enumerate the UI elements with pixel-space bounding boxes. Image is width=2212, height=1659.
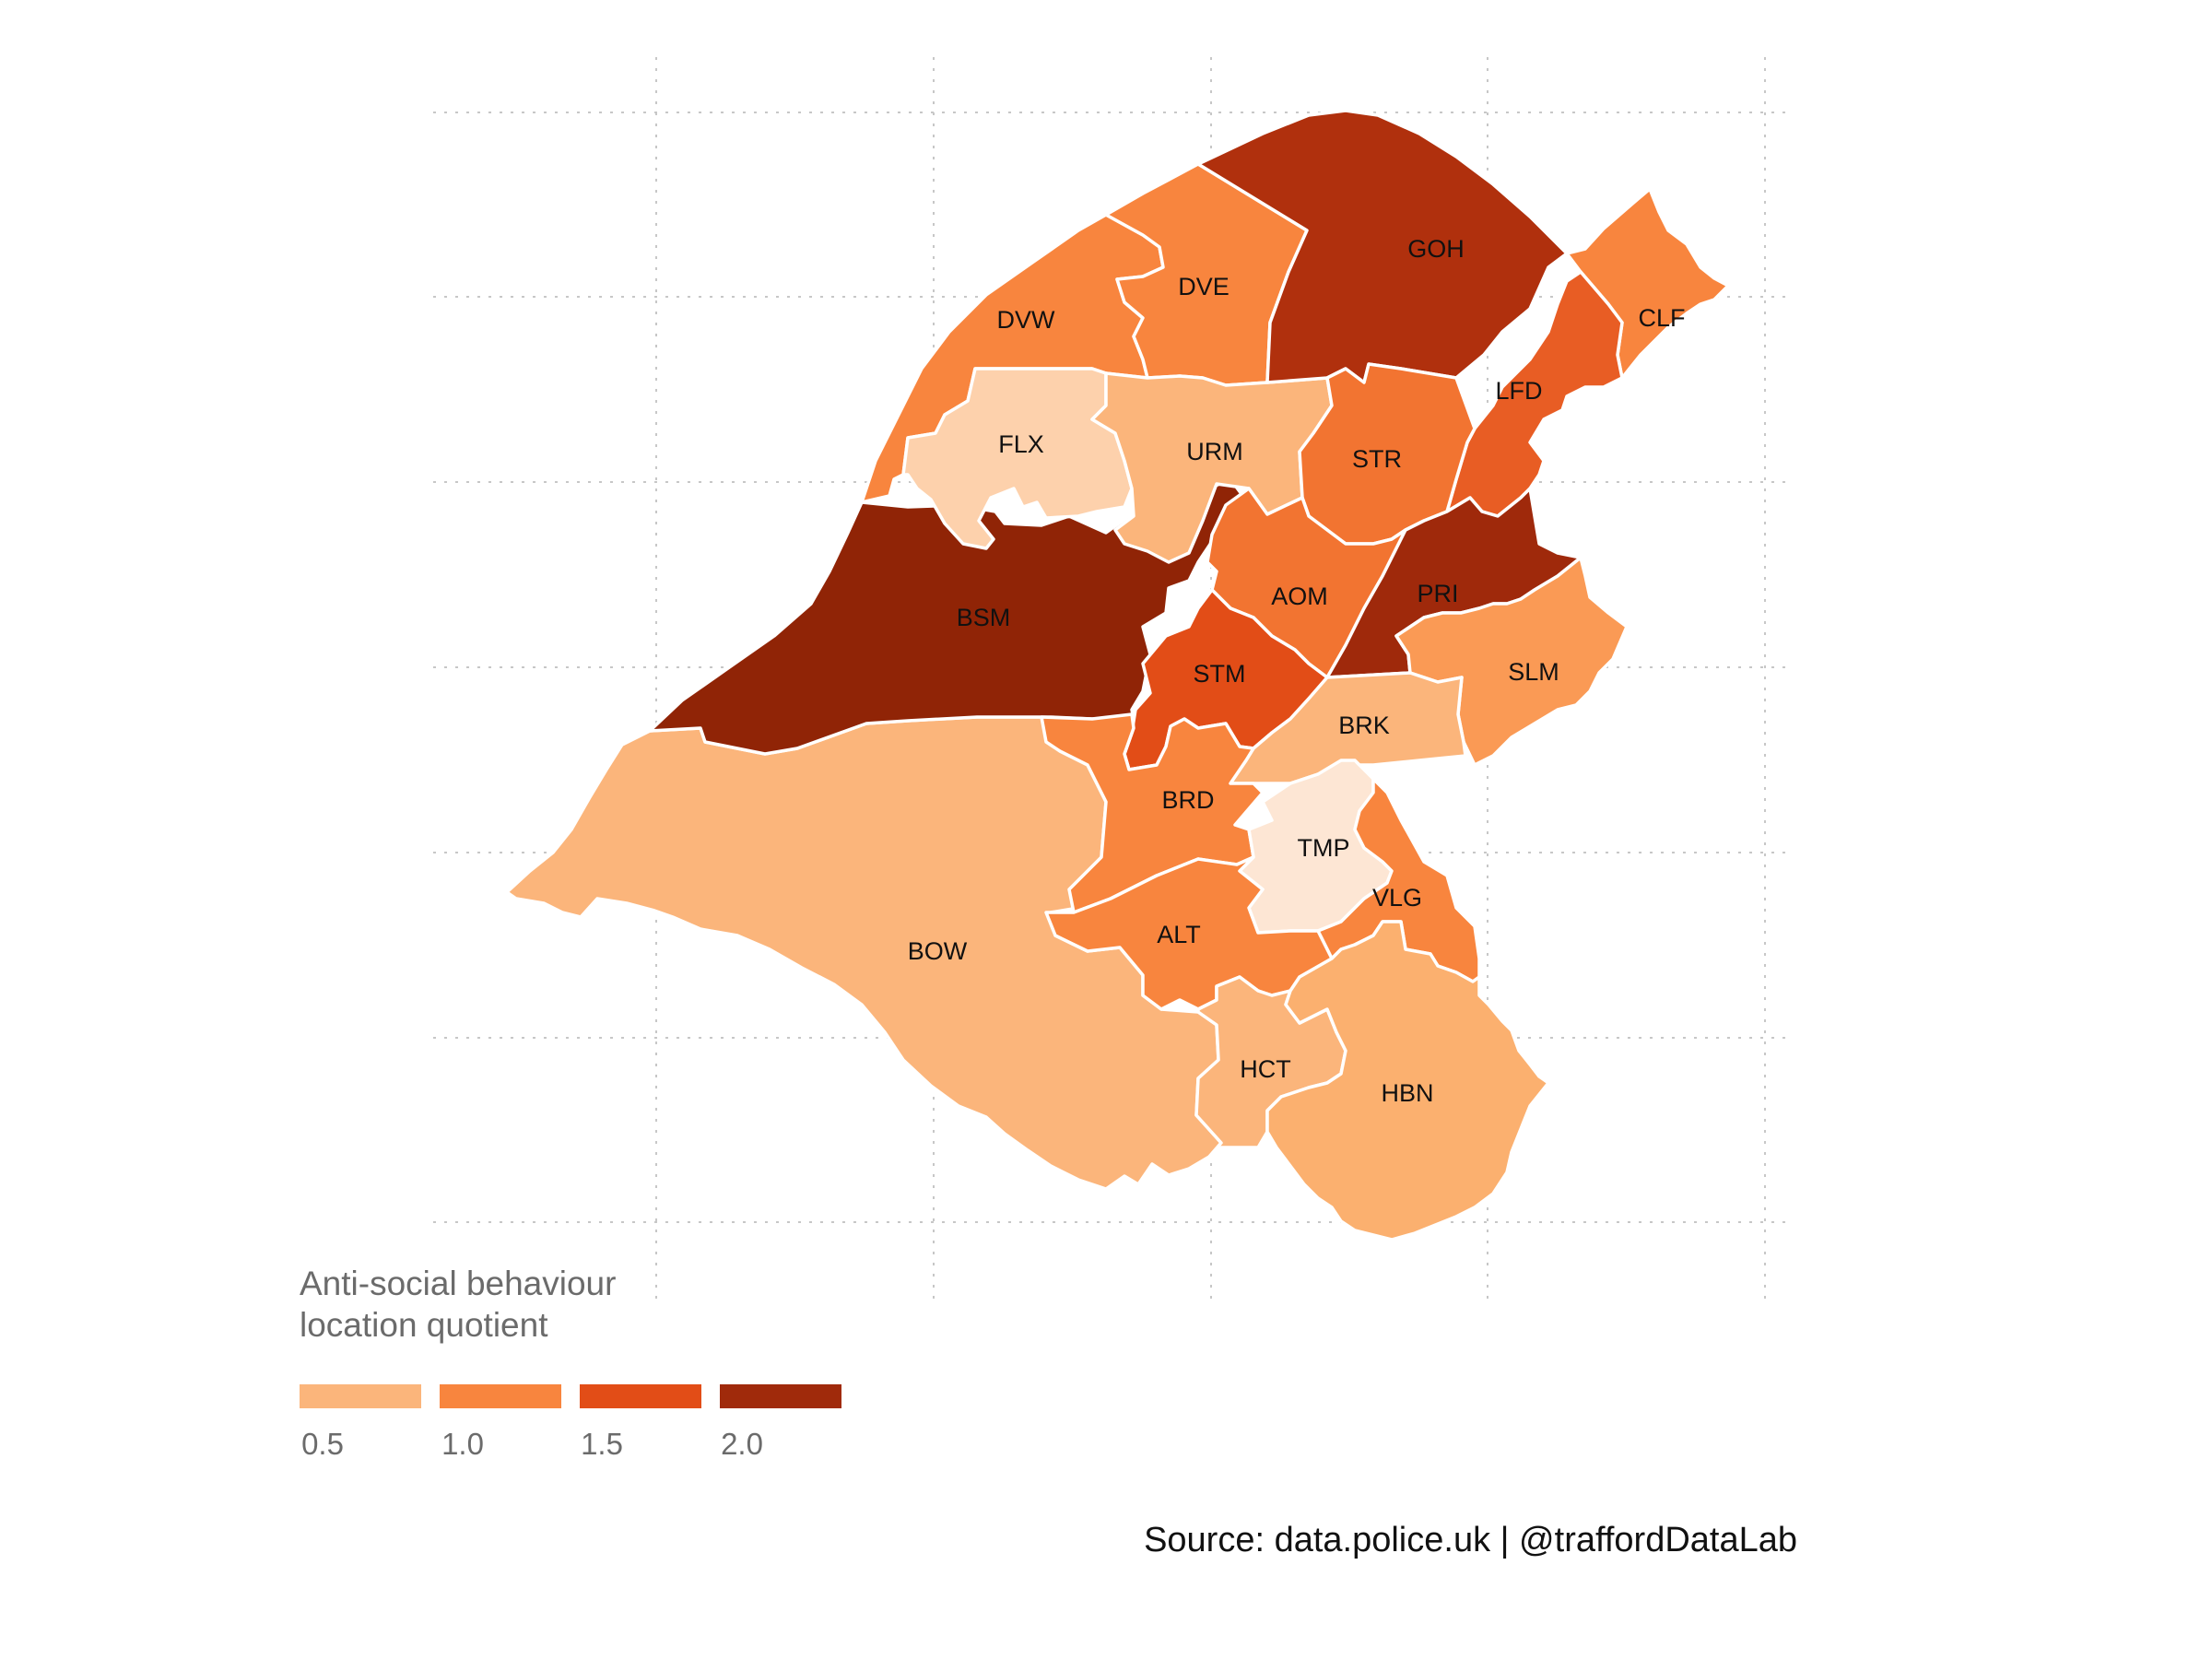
ward-label-stm: STM (1194, 660, 1246, 688)
source-caption: Source: data.police.uk | @traffordDataLa… (1144, 1521, 1797, 1559)
ward-label-flx: FLX (998, 430, 1044, 458)
legend-key-2 (440, 1384, 561, 1408)
ward-label-pri: PRI (1417, 580, 1458, 607)
ward-label-brk: BRK (1338, 712, 1390, 739)
legend-tick-3: 1.5 (581, 1427, 623, 1461)
legend-tick-1: 0.5 (301, 1427, 344, 1461)
ward-label-lfd: LFD (1495, 377, 1542, 405)
ward-label-hbn: HBN (1381, 1079, 1433, 1107)
ward-label-dvw: DVW (997, 306, 1056, 334)
ward-label-bsm: BSM (957, 604, 1011, 631)
legend-key-1 (300, 1384, 421, 1408)
ward-slm[interactable] (1394, 556, 1629, 767)
ward-label-goh: GOH (1407, 235, 1465, 263)
ward-brd[interactable] (1040, 712, 1265, 914)
ward-hbn[interactable] (1265, 920, 1550, 1241)
legend-key-3 (580, 1384, 701, 1408)
ward-label-vlg: VLG (1372, 884, 1422, 912)
ward-goh[interactable] (1196, 109, 1569, 384)
ward-label-hct: HCT (1240, 1055, 1291, 1083)
legend-tick-4: 2.0 (721, 1427, 763, 1461)
ward-label-alt: ALT (1157, 921, 1201, 948)
ward-label-clf: CLF (1638, 304, 1685, 332)
ward-urm[interactable] (1090, 371, 1334, 564)
ward-label-str: STR (1352, 445, 1402, 473)
legend-tick-labels: 0.5 1.0 1.5 2.0 (300, 1427, 841, 1464)
ward-label-brd: BRD (1161, 786, 1214, 814)
ward-bsm[interactable] (648, 477, 1246, 756)
ward-label-tmp: TMP (1298, 834, 1350, 862)
map-legend: Anti-social behaviour location quotient … (300, 1263, 841, 1464)
ward-label-dve: DVE (1178, 273, 1230, 300)
legend-color-keys (300, 1384, 841, 1408)
legend-title: Anti-social behaviour location quotient (300, 1265, 617, 1344)
ward-label-bow: BOW (908, 937, 968, 965)
ward-label-aom: AOM (1271, 582, 1328, 610)
legend-key-4 (720, 1384, 841, 1408)
legend-tick-2: 1.0 (441, 1427, 484, 1461)
ward-label-urm: URM (1186, 438, 1243, 465)
ward-label-slm: SLM (1508, 658, 1559, 686)
